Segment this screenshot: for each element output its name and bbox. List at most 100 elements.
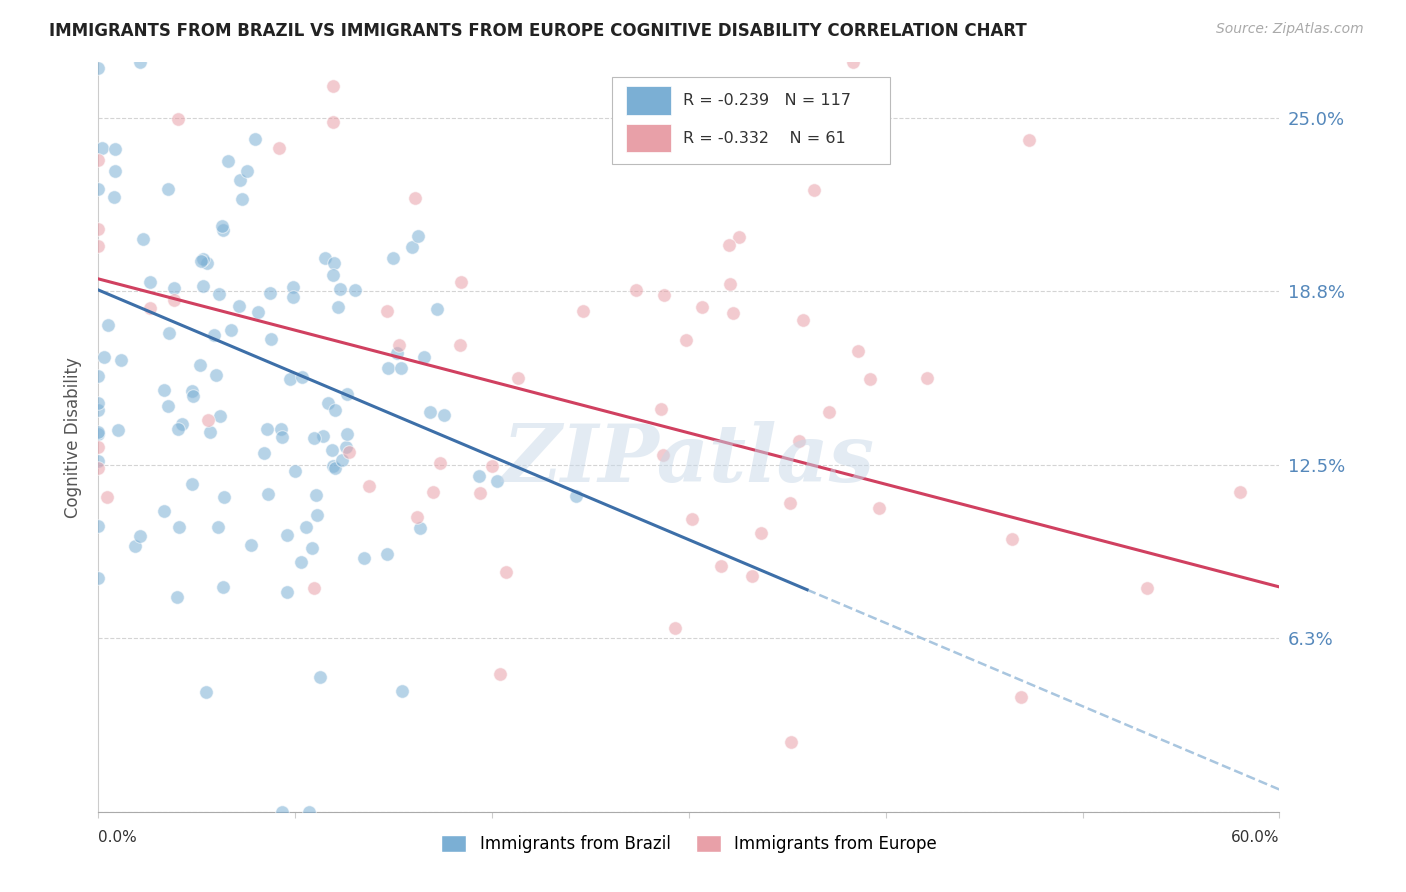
Point [720, 277, 742, 292]
Point [128, 529, 150, 543]
Point [717, 237, 740, 252]
Point [868, 501, 890, 516]
Point [87, 239, 110, 253]
Point [276, 528, 298, 542]
Point [468, 469, 491, 483]
Point [157, 326, 180, 341]
Point [191, 278, 214, 293]
Point [779, 735, 801, 749]
Point [375, 548, 398, 562]
Point [915, 370, 938, 384]
Point [322, 268, 344, 282]
Point [128, 55, 150, 70]
Point [295, 520, 318, 534]
Point [305, 488, 328, 502]
Point [335, 426, 357, 441]
Point [87, 571, 110, 585]
Point [87, 62, 110, 76]
Point [375, 303, 398, 318]
Point [817, 405, 839, 419]
Point [195, 685, 218, 699]
Point [322, 458, 344, 473]
Point [253, 446, 276, 460]
Point [193, 252, 215, 266]
Point [110, 352, 132, 367]
Point [408, 521, 430, 535]
Point [326, 301, 349, 315]
Point [167, 520, 190, 534]
Point [298, 805, 321, 819]
Point [302, 431, 325, 445]
Point [276, 584, 298, 599]
Point [87, 425, 110, 439]
Text: R = -0.239   N = 117: R = -0.239 N = 117 [683, 93, 851, 108]
Point [190, 253, 212, 268]
Point [489, 667, 512, 681]
Point [219, 323, 242, 337]
Point [841, 55, 863, 70]
Point [710, 559, 733, 574]
Point [312, 429, 335, 443]
Point [87, 426, 110, 441]
Point [87, 368, 110, 383]
Point [1010, 690, 1032, 705]
Point [207, 519, 229, 533]
Point [314, 252, 336, 266]
Point [104, 143, 127, 157]
Point [198, 425, 221, 439]
Point [228, 300, 250, 314]
Point [87, 402, 110, 417]
Point [188, 358, 211, 372]
Point [239, 538, 262, 552]
Point [721, 306, 744, 320]
Point [138, 301, 160, 315]
Point [675, 333, 697, 347]
Point [229, 173, 252, 187]
FancyBboxPatch shape [626, 87, 671, 115]
Point [209, 409, 232, 423]
Point [322, 78, 344, 93]
Point [281, 290, 304, 304]
Point [87, 182, 110, 196]
Point [163, 281, 186, 295]
Point [336, 387, 359, 401]
Point [257, 487, 280, 501]
Point [401, 240, 423, 254]
Point [269, 141, 291, 155]
Point [429, 456, 451, 470]
Point [322, 255, 344, 269]
Point [344, 283, 367, 297]
Point [749, 526, 772, 541]
Point [87, 222, 110, 236]
Point [256, 422, 278, 436]
Point [357, 478, 380, 492]
Point [803, 183, 825, 197]
Point [468, 485, 491, 500]
Point [103, 190, 125, 204]
Point [290, 555, 312, 569]
Text: R = -0.332    N = 61: R = -0.332 N = 61 [683, 130, 846, 145]
Point [450, 275, 472, 289]
Point [652, 448, 675, 462]
Point [325, 403, 347, 417]
Point [419, 405, 441, 419]
Point [166, 422, 188, 436]
Point [650, 401, 672, 416]
Point [283, 280, 305, 294]
Point [197, 256, 219, 270]
Point [337, 445, 360, 459]
Point [449, 338, 471, 352]
Point [153, 384, 176, 398]
Point [91, 141, 114, 155]
Point [323, 461, 346, 475]
Point [301, 541, 323, 555]
Point [87, 153, 110, 168]
Point [243, 132, 266, 146]
Point [433, 408, 456, 422]
Point [96, 490, 118, 504]
Point [181, 384, 204, 399]
Point [87, 454, 110, 468]
Point [212, 222, 235, 236]
Point [690, 300, 713, 314]
Y-axis label: Cognitive Disability: Cognitive Disability [65, 357, 83, 517]
